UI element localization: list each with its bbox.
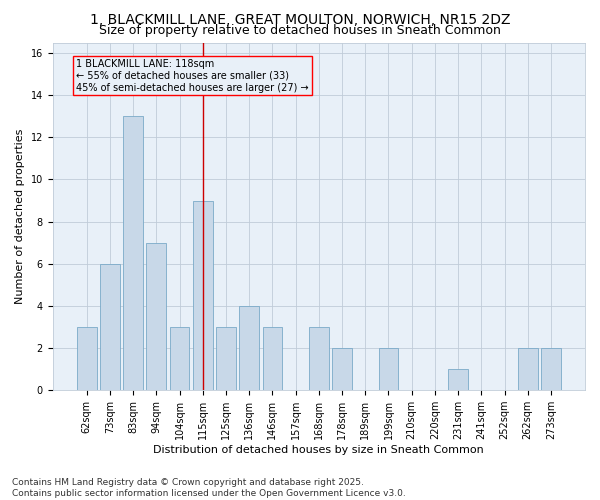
Bar [193,200,212,390]
Text: Size of property relative to detached houses in Sneath Common: Size of property relative to detached ho… [99,24,501,37]
X-axis label: Distribution of detached houses by size in Sneath Common: Distribution of detached houses by size … [154,445,484,455]
Bar [448,369,468,390]
Bar [146,242,166,390]
Bar [123,116,143,390]
Text: Contains HM Land Registry data © Crown copyright and database right 2025.
Contai: Contains HM Land Registry data © Crown c… [12,478,406,498]
Text: 1, BLACKMILL LANE, GREAT MOULTON, NORWICH, NR15 2DZ: 1, BLACKMILL LANE, GREAT MOULTON, NORWIC… [90,12,510,26]
Bar [263,327,282,390]
Bar [216,327,236,390]
Bar [100,264,120,390]
Bar [309,327,329,390]
Bar [77,327,97,390]
Bar [518,348,538,390]
Y-axis label: Number of detached properties: Number of detached properties [15,128,25,304]
Bar [170,327,190,390]
Bar [379,348,398,390]
Bar [541,348,561,390]
Text: 1 BLACKMILL LANE: 118sqm
← 55% of detached houses are smaller (33)
45% of semi-d: 1 BLACKMILL LANE: 118sqm ← 55% of detach… [76,60,309,92]
Bar [332,348,352,390]
Bar [239,306,259,390]
